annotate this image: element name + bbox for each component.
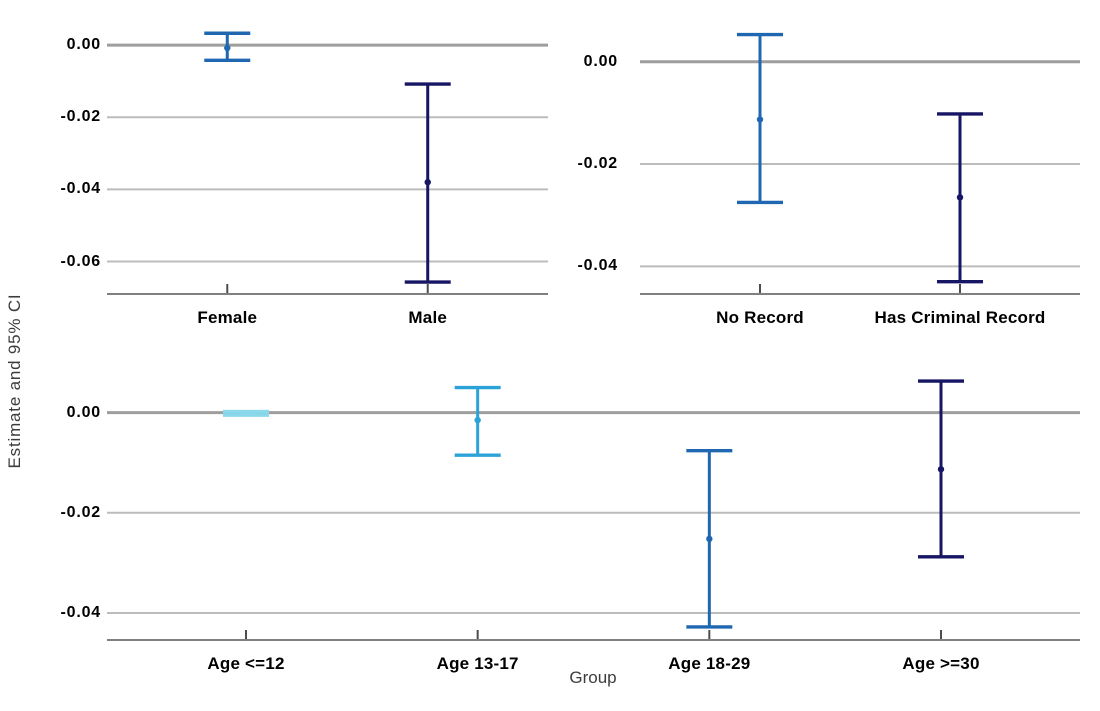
- category-label: Has Criminal Record: [874, 308, 1046, 327]
- estimate-point: [474, 416, 481, 424]
- y-tick-label: -0.02: [60, 503, 101, 521]
- error-bar-age-4: [918, 379, 964, 559]
- x-axis-title: Group: [569, 668, 617, 687]
- y-tick-label: -0.02: [60, 108, 101, 126]
- error-bar-gender-2: [404, 82, 451, 284]
- error-bar-criminal-record-1: [737, 32, 783, 205]
- category-label: Age 18-29: [668, 654, 751, 673]
- estimate-point: [242, 409, 250, 417]
- estimate-point: [937, 466, 945, 473]
- category-label: Age <=12: [207, 654, 285, 673]
- y-tick-label: -0.06: [60, 252, 101, 270]
- estimate-point: [756, 116, 764, 123]
- estimate-point: [706, 535, 713, 543]
- y-tick-label: 0.00: [583, 52, 618, 70]
- y-tick-label: -0.02: [577, 155, 618, 173]
- category-label: Age 13-17: [436, 654, 519, 673]
- error-bar-gender-1: [204, 31, 251, 62]
- y-tick-label: 0.00: [66, 36, 101, 54]
- estimate-point: [224, 44, 231, 52]
- y-axis-title: Estimate and 95% CI: [5, 293, 24, 469]
- category-label: Age >=30: [902, 654, 980, 673]
- category-label: No Record: [716, 308, 804, 327]
- y-tick-label: -0.04: [60, 603, 101, 621]
- estimate-point: [424, 178, 431, 186]
- error-bar-age-1: [223, 409, 269, 417]
- category-label: Male: [408, 308, 448, 327]
- y-tick-label: -0.04: [577, 257, 618, 275]
- y-tick-label: 0.00: [66, 403, 101, 421]
- y-tick-label: -0.04: [60, 180, 101, 198]
- estimate-point: [956, 194, 964, 201]
- error-bar-criminal-record-2: [937, 112, 983, 284]
- error-bar-age-3: [686, 448, 733, 629]
- error-bar-age-2: [454, 385, 501, 457]
- category-label: Female: [197, 308, 258, 327]
